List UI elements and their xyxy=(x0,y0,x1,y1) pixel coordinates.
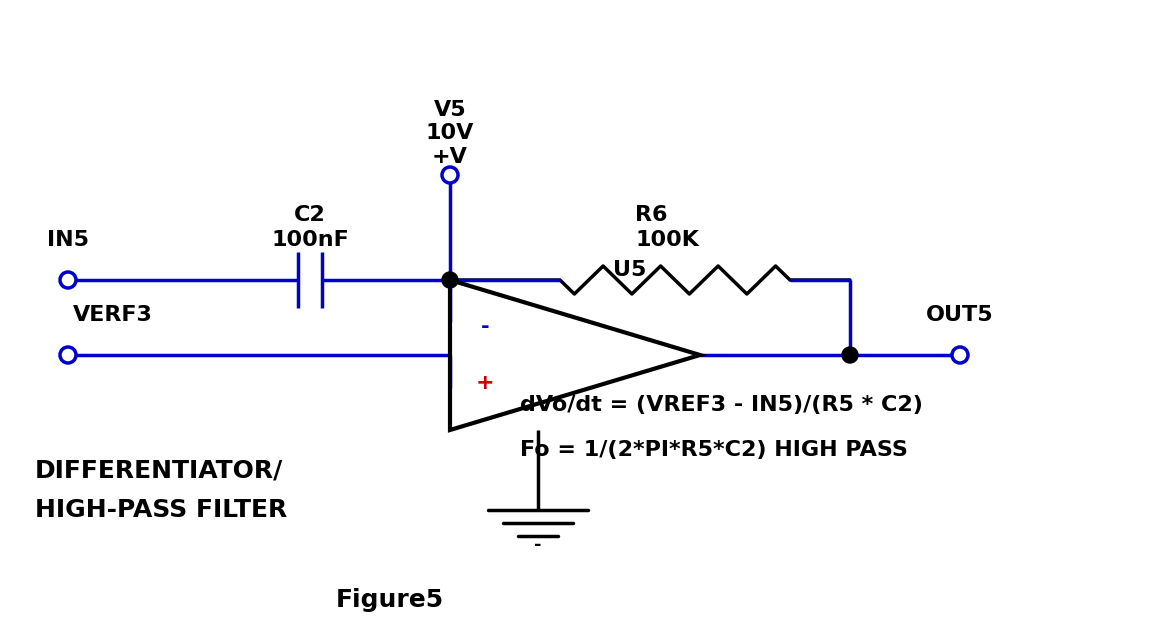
Text: Fo = 1/(2*PI*R5*C2) HIGH PASS: Fo = 1/(2*PI*R5*C2) HIGH PASS xyxy=(519,440,908,460)
Text: IN5: IN5 xyxy=(47,230,89,250)
Text: C2: C2 xyxy=(294,205,326,225)
Circle shape xyxy=(442,272,457,288)
Text: HIGH-PASS FILTER: HIGH-PASS FILTER xyxy=(35,498,288,522)
Text: U5: U5 xyxy=(613,260,647,280)
Text: -: - xyxy=(534,536,542,554)
Text: V5: V5 xyxy=(434,100,467,120)
Text: VERF3: VERF3 xyxy=(73,305,153,325)
Text: DIFFERENTIATOR/: DIFFERENTIATOR/ xyxy=(35,458,283,482)
Text: R6: R6 xyxy=(635,205,668,225)
Circle shape xyxy=(842,347,858,363)
Text: +V: +V xyxy=(432,147,468,167)
Text: 100K: 100K xyxy=(635,230,698,250)
Text: OUT5: OUT5 xyxy=(927,305,993,325)
Text: 100nF: 100nF xyxy=(271,230,349,250)
Text: +: + xyxy=(476,373,494,393)
Text: dVo/dt = (VREF3 - IN5)/(R5 * C2): dVo/dt = (VREF3 - IN5)/(R5 * C2) xyxy=(519,395,923,415)
Text: 10V: 10V xyxy=(426,123,474,143)
Text: Figure5: Figure5 xyxy=(336,588,445,612)
Text: -: - xyxy=(481,317,489,337)
